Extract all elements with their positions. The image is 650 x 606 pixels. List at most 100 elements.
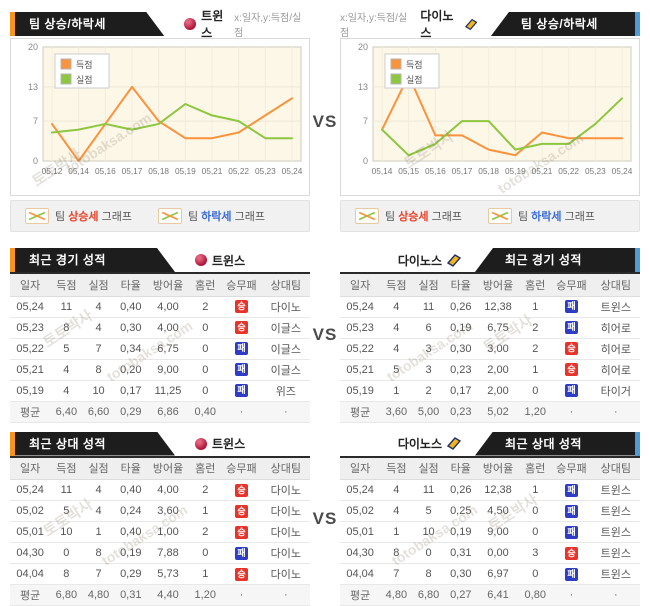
cell: 0 [189,543,221,564]
cell: 7,88 [147,543,189,564]
win-badge: 승 [565,363,578,376]
cross-lines-icon [488,208,512,224]
cell: 6,86 [147,401,189,422]
left-team-label: 트윈스 [195,432,245,456]
svg-text:13: 13 [28,82,38,92]
cell: 2 [519,317,551,338]
svg-text:05,16: 05,16 [95,166,116,176]
cell: 11 [50,296,82,317]
result-cell: 승 [551,543,591,564]
cell: 4 [82,480,114,501]
cell: 8 [412,564,444,585]
cell: 05,19 [340,380,380,401]
cell: 6,97 [477,564,519,585]
svg-text:0: 0 [363,156,368,166]
cell: 5 [380,359,412,380]
lose-badge: 패 [565,384,578,397]
result-cell: 패 [551,317,591,338]
left-trend-banner: 팀 상승/하락세 트윈스 x:일자,y:득점/실점 [10,12,310,36]
svg-text:05,17: 05,17 [122,166,143,176]
result-cell: 패 [551,480,591,501]
svg-text:05,23: 05,23 [255,166,276,176]
column-header: 일자 [10,458,50,480]
cell: 5,02 [477,401,519,422]
downtrend-graph-button[interactable]: 팀 하락세 그래프 [158,208,265,224]
cell: 0,40 [115,480,147,501]
uptrend-graph-button[interactable]: 팀 상승세 그래프 [355,208,462,224]
cell: 0,17 [445,380,477,401]
cell: 0 [519,522,551,543]
cell: 05,24 [340,480,380,501]
accent-bar [10,432,15,456]
cell: 5 [50,501,82,522]
svg-text:05,14: 05,14 [372,166,393,176]
column-header: 방어율 [477,458,519,480]
cell: 5,73 [147,564,189,585]
downtrend-graph-button[interactable]: 팀 하락세 그래프 [488,208,595,224]
cell: 4 [82,317,114,338]
uptrend-graph-button[interactable]: 팀 상승세 그래프 [25,208,132,224]
cell: 10 [412,522,444,543]
svg-text:05,22: 05,22 [228,166,249,176]
team-name: 트윈스 [212,435,245,452]
h2h-banner-title: 최근 상대 성적 [15,432,175,456]
cell: 다이노 [262,543,310,564]
team-name: 다이노스 [398,435,442,452]
result-cell: 패 [551,296,591,317]
downtrend-label: 팀 하락세 그래프 [518,208,595,224]
svg-text:0: 0 [33,156,38,166]
svg-text:05,21: 05,21 [532,166,553,176]
svg-text:05,24: 05,24 [282,166,303,176]
vs-label: VS [310,112,340,132]
svg-text:05,24: 05,24 [612,166,633,176]
cell: 1,00 [147,522,189,543]
cell: 0,19 [445,317,477,338]
cell: 0,30 [115,317,147,338]
svg-text:득점: 득점 [406,59,423,70]
cell: 다이노 [262,564,310,585]
column-header: 타율 [115,458,147,480]
column-header: 승무패 [551,274,591,296]
cell: 4,50 [477,501,519,522]
column-header: 승무패 [551,458,591,480]
right-recent-banner: 다이노스 최근 경기 성적 [340,248,640,274]
cell: 1 [519,480,551,501]
cell: 트윈스 [592,296,640,317]
result-cell: 패 [221,380,261,401]
column-header: 방어율 [477,274,519,296]
cell: 0,19 [445,522,477,543]
cell: 0,80 [519,585,551,606]
cell: 05,23 [340,317,380,338]
svg-text:05,15: 05,15 [398,166,419,176]
cell: 2,00 [477,380,519,401]
cell: 0,31 [115,585,147,606]
accent-bar [636,12,640,36]
cell: 평균 [10,585,50,606]
cell: 5 [412,501,444,522]
cell: 0,26 [445,296,477,317]
cell: 2 [412,380,444,401]
win-badge: 승 [235,300,248,313]
cell: 05,01 [10,522,50,543]
svg-text:20: 20 [28,42,38,52]
cell: 6,75 [477,317,519,338]
lose-badge: 패 [235,547,248,560]
column-header: 일자 [10,274,50,296]
cell: 평균 [340,585,380,606]
cell: 04,04 [340,564,380,585]
cell: 0,30 [445,564,477,585]
graph-links: 팀 상승세 그래프 팀 하락세 그래프 [10,200,310,232]
lose-badge: 패 [565,484,578,497]
cell: 4,00 [147,317,189,338]
team-name: 트윈스 [212,252,245,269]
right-team-label: 다이노스 [398,432,461,456]
cell: 4,00 [147,480,189,501]
